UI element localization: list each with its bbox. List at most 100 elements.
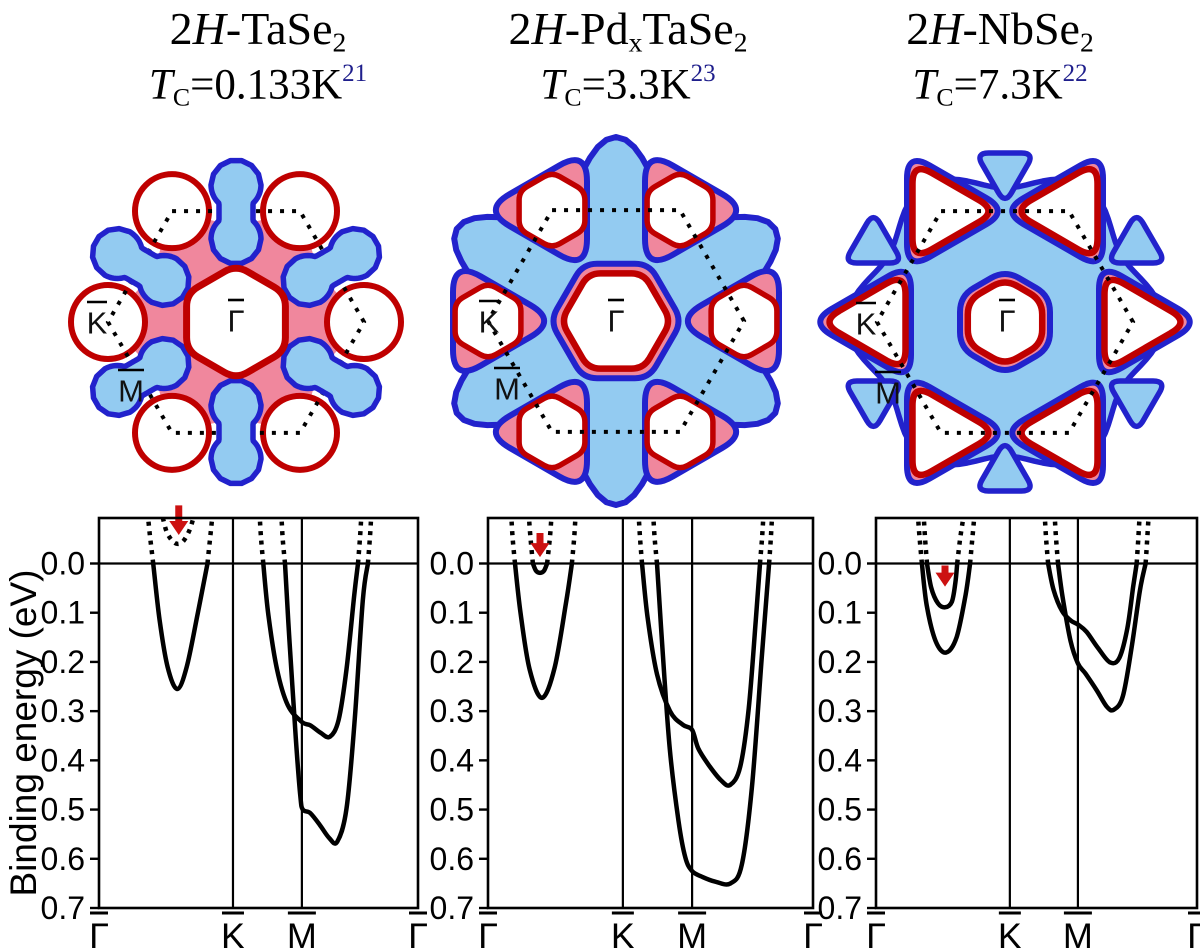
- k-pocket-inner: [516, 393, 588, 471]
- y-tick-label: 0.7: [430, 890, 474, 926]
- brillouin-zone-boundary: [874, 209, 1136, 435]
- y-tick-label: 0.6: [818, 841, 862, 877]
- band-curve-km-upper-right-unoccupied: [757, 517, 766, 564]
- x-axis-label: Γ: [1187, 916, 1200, 948]
- band-curve-km-lower-left-unoccupied: [279, 517, 288, 564]
- high-symmetry-point-label: M: [118, 374, 144, 409]
- k-pocket-inner: [1018, 165, 1101, 257]
- material-name: 2H-NbSe2: [906, 3, 1094, 58]
- y-tick-label: 0.1: [41, 595, 85, 631]
- y-tick-label: 0.3: [430, 693, 474, 729]
- m-pocket-dogbone: [89, 225, 192, 309]
- y-tick-label: 0.7: [41, 890, 85, 926]
- y-tick-label: 0.3: [41, 693, 85, 729]
- tc-value: TC=7.3K22: [912, 59, 1088, 112]
- m-pocket-dogbone: [89, 335, 192, 419]
- m-pocket-tab: [977, 150, 1033, 202]
- band-curve-gamma-outer-band: [919, 561, 973, 655]
- k-pocket-circle: [132, 392, 212, 473]
- x-axis-label: K: [611, 916, 635, 948]
- band-curve-km-pocket-upper-band: [1045, 561, 1139, 666]
- band-curve-gamma-outer-right-unoccupied: [967, 517, 977, 564]
- m-pocket-dogbone: [280, 225, 383, 309]
- y-tick-label: 0.4: [41, 742, 85, 778]
- band-curve-km-lower-right-unoccupied: [766, 517, 775, 564]
- band-curve-km-pocket-lower-band: [282, 561, 371, 846]
- y-tick-label: 0.0: [818, 546, 862, 582]
- high-symmetry-point-label: M: [494, 372, 520, 407]
- x-axis-label: M: [287, 916, 317, 948]
- band-curve-gamma-outer-right-unoccupied: [569, 517, 578, 564]
- brillouin-zone-boundary: [485, 208, 747, 434]
- high-symmetry-point-label: K: [856, 307, 877, 342]
- band-curve-gamma-barrel-left-unoccupied: [145, 517, 156, 564]
- y-tick-label: 0.5: [41, 792, 85, 828]
- y-tick-label: 0.2: [430, 644, 474, 680]
- band-structure-panel-2: 0.00.10.20.30.40.50.60.7Γ K M Γ: [818, 516, 1200, 948]
- x-axis-label: M: [677, 916, 707, 948]
- panel-title-pdtase2: 2H-PdxTaSe2 TC=3.3K23: [418, 4, 838, 111]
- panel-title-nbse2: 2H-NbSe2 TC=7.3K22: [790, 4, 1200, 111]
- x-axis-label: M: [1063, 916, 1093, 948]
- y-tick-label: 0.1: [430, 595, 474, 631]
- brillouin-zone-boundary: [105, 209, 367, 435]
- y-axis-title: Binding energy (eV): [3, 569, 44, 897]
- shallow-band-arrow: [935, 565, 955, 587]
- y-tick-label: 0.3: [818, 693, 862, 729]
- y-tick-label: 0.2: [818, 644, 862, 680]
- y-tick-label: 0.2: [41, 644, 85, 680]
- x-axis-label: Γ: [89, 916, 109, 948]
- k-pocket-inner: [644, 171, 716, 249]
- band-curve-gamma-inner-band: [924, 561, 960, 610]
- band-curve-gamma-outer-left-unoccupied: [915, 517, 925, 564]
- band-curve-gamma-outer-band: [512, 561, 575, 701]
- band-structure-panel-0: 0.00.10.20.30.40.50.60.7Γ K M Γ: [41, 505, 428, 948]
- band-structure-panel-1: 0.00.10.20.30.40.50.60.7Γ K M Γ: [430, 516, 823, 948]
- tc-value: TC=3.3K23: [540, 59, 716, 112]
- y-tick-label: 0.0: [41, 546, 85, 582]
- m-pocket-dogbone: [208, 377, 264, 487]
- band-curve-gamma-inner-right-unoccupied: [954, 517, 966, 564]
- gamma-pocket-inner: [560, 270, 672, 372]
- y-tick-label: 0.5: [818, 792, 862, 828]
- gamma-pocket-inner: [964, 279, 1046, 365]
- y-tick-label: 0.4: [818, 742, 862, 778]
- band-curve-gamma-inner-left-unoccupied: [921, 517, 930, 564]
- shallow-band-arrow: [530, 532, 550, 558]
- high-symmetry-point-label: M: [875, 376, 901, 411]
- band-curve-km-upper-left-unoccupied: [1042, 517, 1051, 564]
- band-curve-gamma-barrel-band: [150, 561, 210, 692]
- high-symmetry-point-label: Γ: [607, 304, 624, 339]
- panel-frame: [97, 516, 420, 910]
- band-curve-km-lower-left-unoccupied: [651, 517, 660, 564]
- k-pocket-inner: [516, 171, 588, 249]
- high-symmetry-point-label: Γ: [998, 304, 1015, 339]
- band-curve-km-upper-left-unoccupied: [636, 517, 645, 564]
- fermi-surface-2h-tase2: K Γ M: [68, 157, 404, 487]
- band-curve-km-pocket-lower-band: [654, 561, 772, 887]
- panel-frame: [486, 516, 815, 910]
- band-curve-km-upper-right-unoccupied: [355, 517, 364, 564]
- band-curve-km-upper-right-unoccupied: [1134, 517, 1142, 564]
- y-tick-label: 0.6: [41, 841, 85, 877]
- band-curve-km-upper-left-unoccupied: [257, 517, 266, 564]
- gamma-pocket-hexagon: [183, 264, 289, 380]
- m-pocket-tab: [845, 378, 902, 430]
- material-name: 2H-PdxTaSe2: [508, 3, 748, 58]
- x-axis-label: Γ: [478, 916, 498, 948]
- m-pocket-tab: [1108, 378, 1165, 430]
- high-symmetry-point-label: K: [479, 305, 500, 340]
- y-tick-label: 0.1: [818, 595, 862, 631]
- x-axis-label: K: [998, 916, 1022, 948]
- m-pocket-tab: [1108, 214, 1165, 266]
- x-axis-label: K: [221, 916, 245, 948]
- m-pocket-tab: [977, 442, 1033, 494]
- tc-value: TC=0.133K21: [148, 59, 368, 112]
- k-pocket-inner: [644, 393, 716, 471]
- band-curve-gamma-inner-left-unoccupied: [526, 517, 536, 564]
- panel-title-tase2: 2H-TaSe2 TC=0.133K21: [48, 4, 468, 111]
- k-pocket-circle: [260, 171, 340, 252]
- y-tick-label: 0.7: [818, 890, 862, 926]
- band-curve-km-pocket-upper-band: [639, 561, 763, 788]
